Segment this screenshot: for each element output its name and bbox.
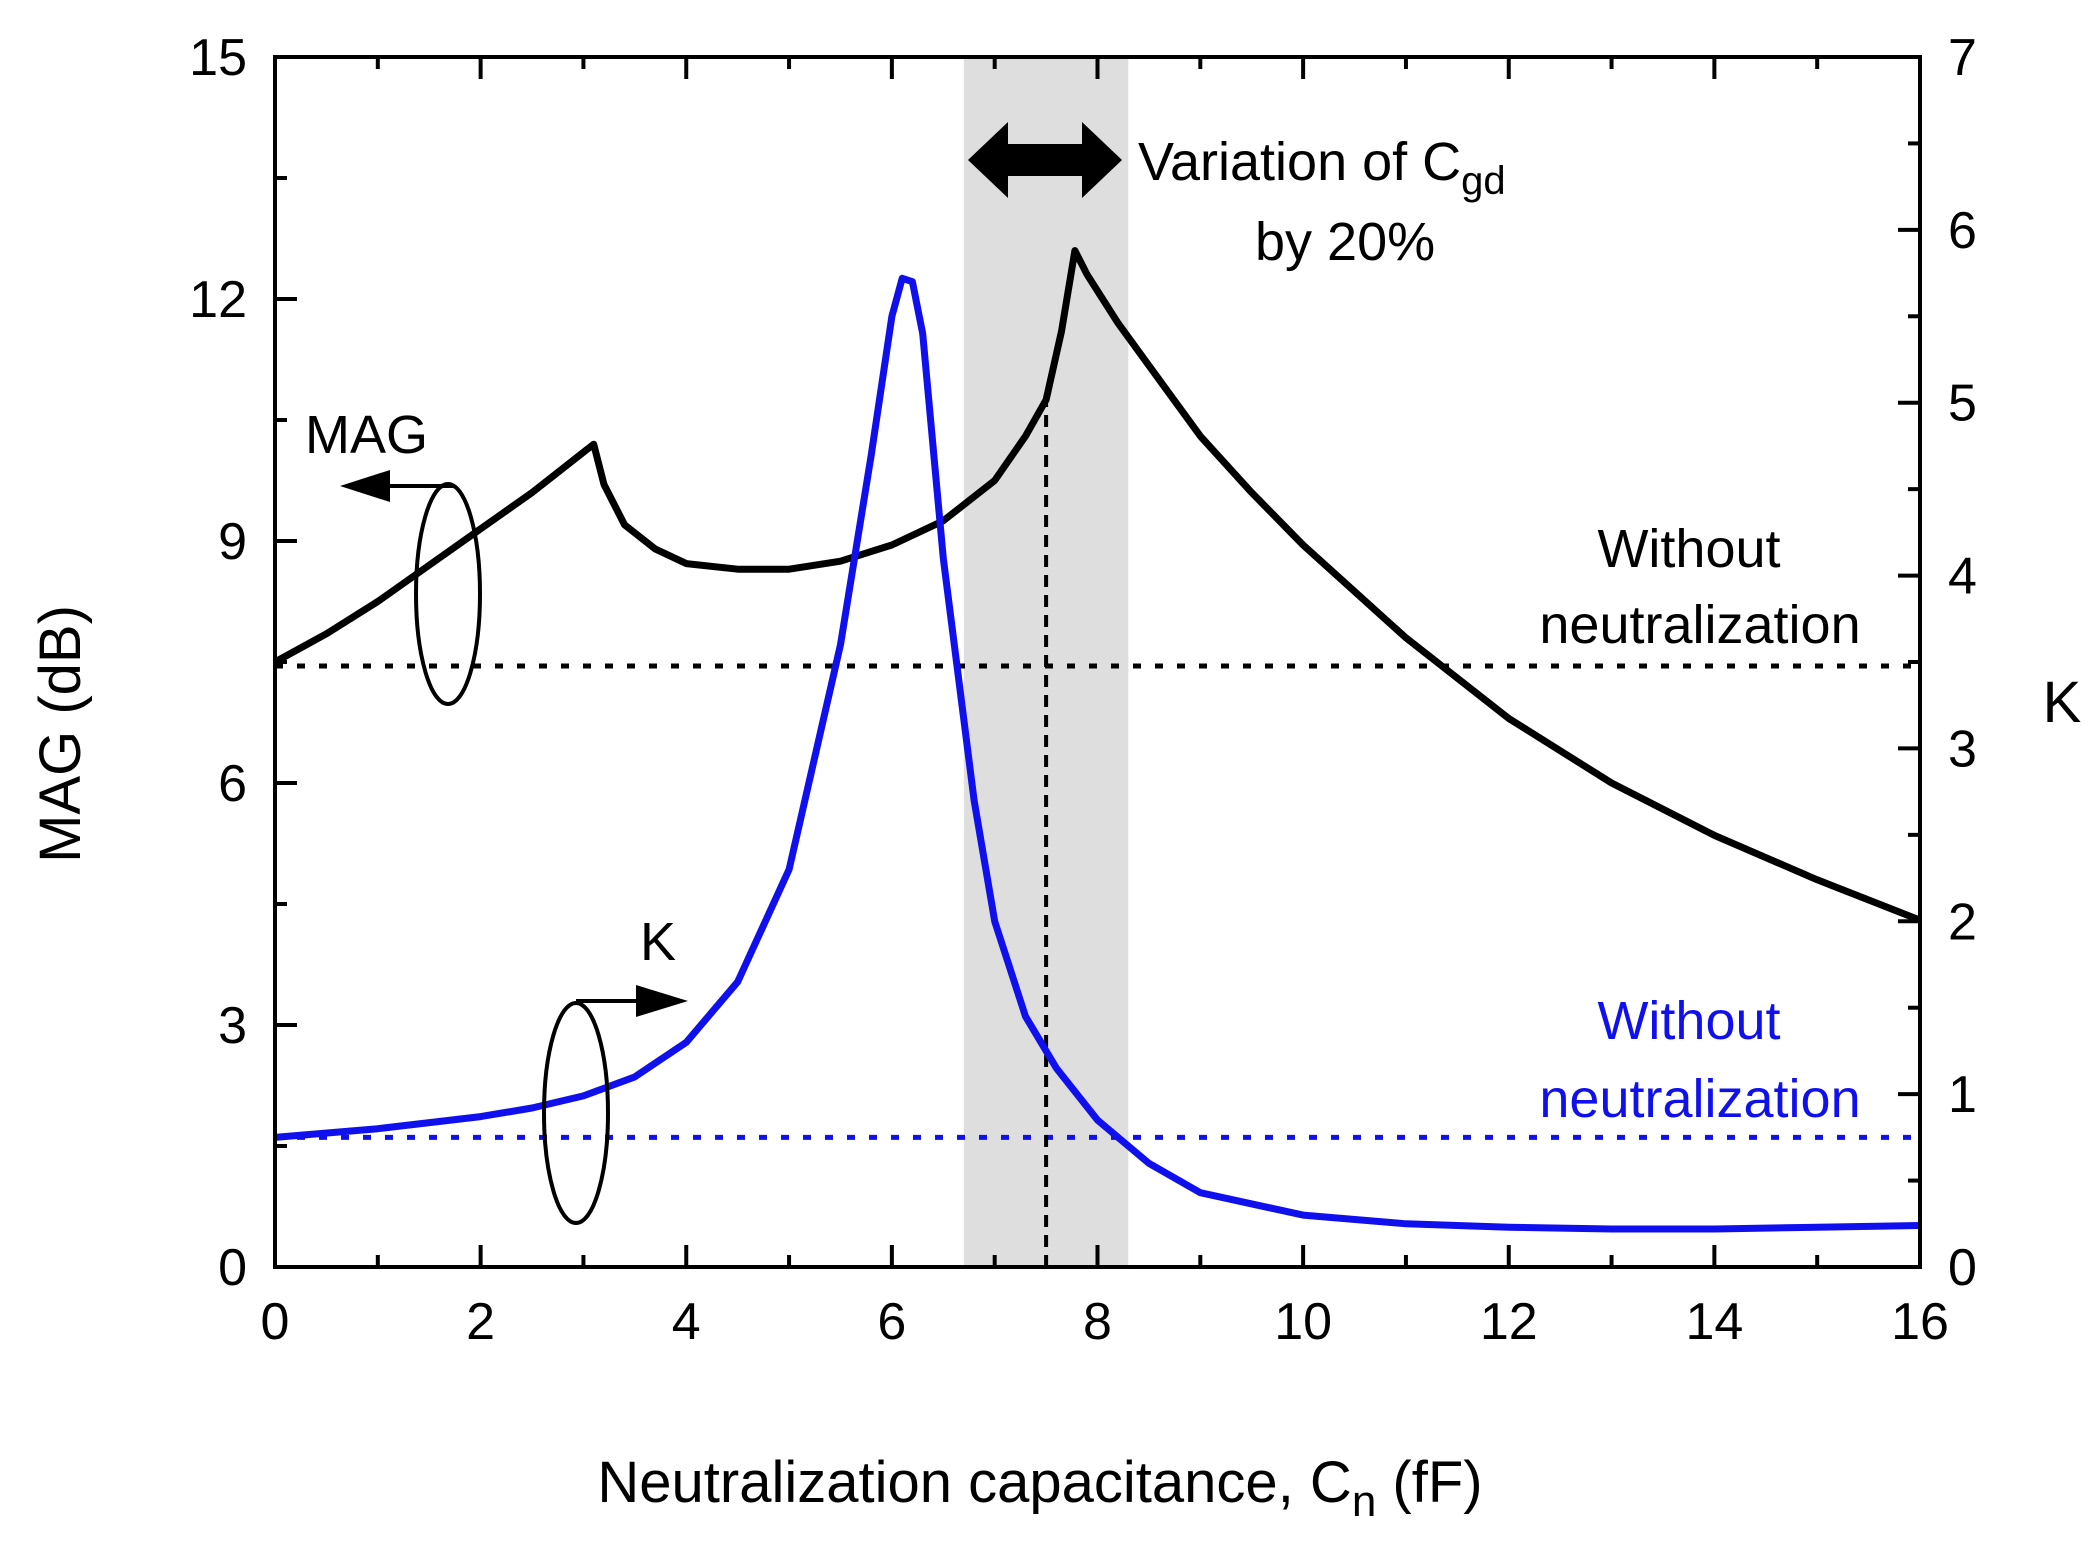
mag-baseline-label-line2: neutralization	[1539, 595, 1860, 655]
y2-tick-label: 1	[1948, 1066, 1977, 1124]
x-tick-label: 4	[672, 1293, 701, 1351]
x-axis-title: Neutralization capacitance, Cn (fF)	[597, 1450, 1482, 1526]
k-baseline-label-line2: neutralization	[1539, 1069, 1860, 1129]
k-callout-ellipse	[542, 1001, 610, 1225]
y-tick-label: 9	[218, 513, 247, 571]
y-tick-label: 0	[218, 1239, 247, 1297]
y-tick-label: 12	[189, 271, 247, 329]
mag-baseline-label-line1: Without	[1597, 519, 1780, 579]
y2-tick-label: 7	[1948, 29, 1977, 87]
y2-tick-label: 0	[1948, 1239, 1977, 1297]
k-baseline-label-line1: Without	[1597, 991, 1780, 1051]
y2-tick-label: 2	[1948, 893, 1977, 951]
axis-ticks	[273, 55, 1922, 1269]
variation-label-line2: by 20%	[1255, 212, 1435, 272]
x-tick-label: 6	[877, 1293, 906, 1351]
y-axis-title: MAG (dB)	[28, 605, 93, 863]
y2-tick-label: 5	[1948, 375, 1977, 433]
y-tick-label: 15	[189, 29, 247, 87]
mag-series-label: MAG	[305, 405, 428, 465]
y-tick-label: 6	[218, 755, 247, 813]
y-tick-label: 3	[218, 997, 247, 1055]
x-tick-label: 10	[1274, 1293, 1332, 1351]
k-right-arrow-icon	[576, 985, 688, 1017]
y2-axis-title: K	[2043, 670, 2082, 735]
variation-arrow-icon	[968, 122, 1122, 198]
x-tick-label: 0	[261, 1293, 290, 1351]
x-tick-label: 8	[1083, 1293, 1112, 1351]
mag-left-arrow-icon	[340, 470, 455, 502]
x-tick-label: 14	[1685, 1293, 1743, 1351]
x-tick-label: 12	[1480, 1293, 1538, 1351]
y2-tick-label: 6	[1948, 202, 1977, 260]
x-tick-label: 2	[466, 1293, 495, 1351]
y2-tick-label: 4	[1948, 548, 1977, 606]
series-k-line	[274, 274, 1921, 1233]
y2-tick-label: 3	[1948, 720, 1977, 778]
k-series-label: K	[640, 912, 676, 972]
variation-label: Variation of Cgd	[1138, 132, 1506, 203]
x-tick-label: 16	[1891, 1293, 1949, 1351]
mag-callout-ellipse	[414, 482, 482, 706]
